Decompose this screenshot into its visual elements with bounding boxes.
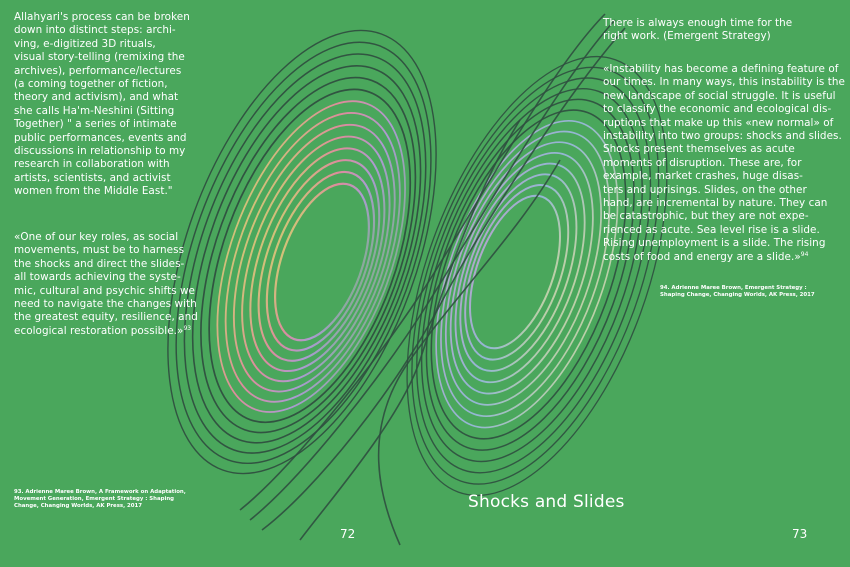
left-quote-paragraph: «One of our key roles, as social movemen… [14, 231, 224, 338]
page-number-left: 72 [340, 527, 356, 541]
footnote-marker-93: 93 [183, 324, 192, 332]
right-quote-text: «Instability has become a defining featu… [603, 63, 845, 263]
left-quote-text: «One of our key roles, as social movemen… [14, 231, 198, 337]
left-page: Allahyari's process can be broken down i… [14, 11, 356, 541]
left-body-paragraph: Allahyari's process can be broken down i… [14, 11, 190, 198]
right-epigraph: There is always enough time for the righ… [603, 17, 793, 43]
page-number-right: 73 [792, 527, 808, 541]
chapter-title: Shocks and Slides [468, 492, 625, 512]
footnote-marker-94: 94 [800, 250, 809, 258]
right-quote-paragraph: «Instability has become a defining featu… [603, 63, 850, 264]
left-footnote: 93. Adrienne Maree Brown, A Framework on… [14, 489, 186, 509]
right-footnote: 94. Adrienne Maree Brown, Emergent Strat… [660, 285, 815, 298]
right-page: There is always enough time for the righ… [425, 0, 850, 567]
